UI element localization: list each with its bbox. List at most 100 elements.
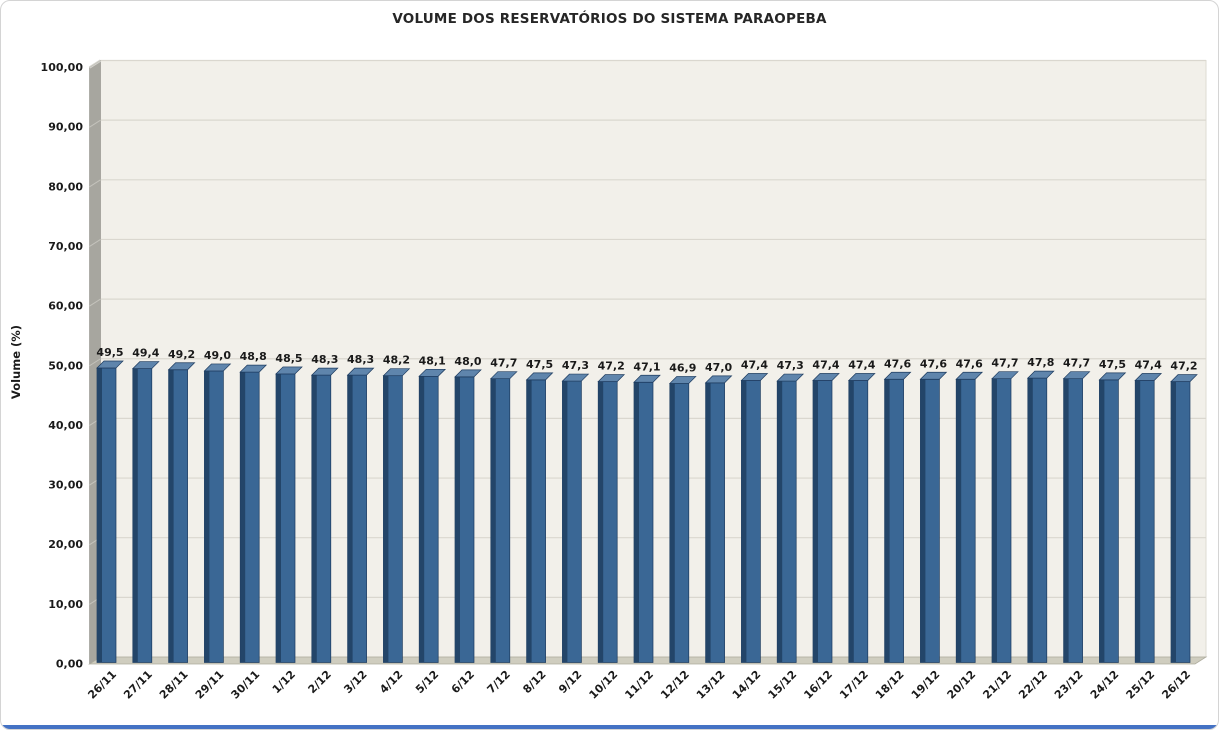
bar-left-face	[1135, 380, 1141, 663]
bar-top-face	[776, 373, 805, 382]
bar-value-label: 47,4	[848, 358, 875, 371]
bar-left-face	[884, 379, 890, 663]
bar-top-face	[382, 368, 411, 377]
bar-value-label: 47,6	[956, 357, 983, 370]
x-tick-label: 24/12	[1088, 668, 1122, 702]
x-tick-label: 11/12	[622, 668, 656, 702]
bar-value-label: 47,8	[1027, 356, 1054, 369]
bar-2/12: 48,3	[310, 353, 339, 663]
x-tick-label: 26/12	[1159, 668, 1193, 702]
x-tick-label: 19/12	[909, 668, 943, 702]
y-tick-label: 70,00	[48, 240, 83, 253]
bar-4/12: 48,2	[382, 354, 411, 663]
bar-7/12: 47,7	[489, 357, 518, 663]
bar-top-face	[1170, 374, 1198, 383]
bar-top-face	[633, 374, 661, 383]
bar-left-face	[240, 372, 246, 663]
x-tick-label: 12/12	[658, 668, 692, 702]
bar-left-face	[383, 375, 389, 663]
y-tick-label: 40,00	[48, 419, 83, 432]
bar-value-label: 48,3	[347, 353, 374, 366]
bar-28/11: 49,2	[167, 348, 196, 663]
bar-value-label: 47,3	[777, 359, 804, 372]
bar-left-face	[1027, 378, 1033, 663]
bar-top-face	[955, 371, 984, 380]
x-tick-label: 5/12	[413, 668, 441, 696]
bar-24/12: 47,5	[1098, 358, 1127, 663]
bar-value-label: 47,4	[741, 358, 768, 371]
bar-left-face	[562, 381, 568, 663]
x-tick-label: 21/12	[980, 668, 1014, 702]
bar-left-face	[168, 369, 174, 663]
bar-top-face	[1134, 373, 1163, 381]
bar-23/12: 47,7	[1062, 357, 1091, 663]
x-tick-label: 14/12	[730, 668, 764, 702]
bar-left-face	[311, 375, 317, 663]
bar-top-face	[239, 364, 268, 373]
bar-top-face	[418, 368, 447, 377]
x-tick-label: 15/12	[766, 668, 800, 702]
bar-left-face	[419, 376, 425, 663]
bar-30/11: 48,8	[239, 350, 268, 663]
bar-top-face	[991, 371, 1019, 380]
x-tick-label: 2/12	[306, 668, 334, 696]
bar-left-face	[634, 382, 639, 663]
bar-top-face	[597, 374, 626, 383]
bar-value-label: 47,2	[1170, 360, 1197, 373]
bar-top-face	[919, 371, 948, 380]
bar-value-label: 48,5	[275, 352, 302, 365]
bar-left-face	[741, 380, 747, 663]
bar-left-face	[526, 379, 532, 663]
bar-9/12: 47,3	[561, 359, 590, 663]
bar-21/12: 47,7	[991, 357, 1019, 663]
bar-top-face	[883, 371, 912, 380]
bar-value-label: 49,0	[204, 349, 231, 362]
bar-3/12: 48,3	[346, 353, 375, 663]
bar-top-face	[847, 373, 876, 381]
y-tick-label: 30,00	[48, 479, 83, 492]
x-tick-label: 28/11	[157, 668, 191, 702]
x-tick-label: 8/12	[520, 668, 548, 696]
gridline-wall-segment	[89, 119, 101, 128]
x-tick-label: 26/11	[85, 668, 119, 702]
x-tick-label: 1/12	[270, 668, 298, 696]
bar-15/12: 47,3	[776, 359, 805, 663]
x-tick-label: 9/12	[556, 668, 584, 696]
bar-top-face	[96, 360, 124, 369]
bar-value-label: 47,7	[490, 357, 517, 370]
x-tick-label: 30/11	[229, 668, 263, 702]
bar-22/12: 47,8	[1026, 356, 1055, 663]
bottom-accent-bar	[1, 725, 1218, 729]
bar-left-face	[813, 380, 818, 663]
bar-left-face	[1171, 381, 1176, 663]
bar-25/12: 47,4	[1134, 358, 1163, 663]
bar-top-face	[812, 373, 840, 381]
x-tick-label: 10/12	[587, 668, 621, 702]
bar-value-label: 47,4	[1135, 358, 1162, 371]
x-tick-label: 6/12	[449, 668, 477, 696]
bar-value-label: 47,5	[526, 358, 553, 371]
y-tick-label: 10,00	[48, 598, 83, 611]
x-tick-label: 20/12	[945, 668, 979, 702]
bar-left-face	[848, 380, 854, 663]
bar-top-face	[167, 362, 196, 371]
bar-top-face	[740, 373, 769, 381]
bar-left-face	[669, 383, 675, 663]
bar-top-face	[1026, 370, 1055, 379]
bar-26/12: 47,2	[1170, 360, 1198, 663]
x-tick-label: 7/12	[485, 668, 513, 696]
bar-value-label: 47,2	[598, 360, 625, 373]
bar-8/12: 47,5	[525, 358, 554, 663]
bar-value-label: 48,2	[383, 354, 410, 367]
y-tick-label: 80,00	[48, 180, 83, 193]
bar-top-face	[668, 376, 697, 384]
bar-top-face	[1062, 371, 1091, 380]
bar-left-face	[777, 381, 783, 663]
bar-left-face	[1063, 378, 1069, 663]
bar-top-face	[489, 371, 518, 380]
y-tick-label: 50,00	[48, 359, 83, 372]
bar-left-face	[455, 376, 460, 663]
bar-left-face	[598, 381, 604, 663]
